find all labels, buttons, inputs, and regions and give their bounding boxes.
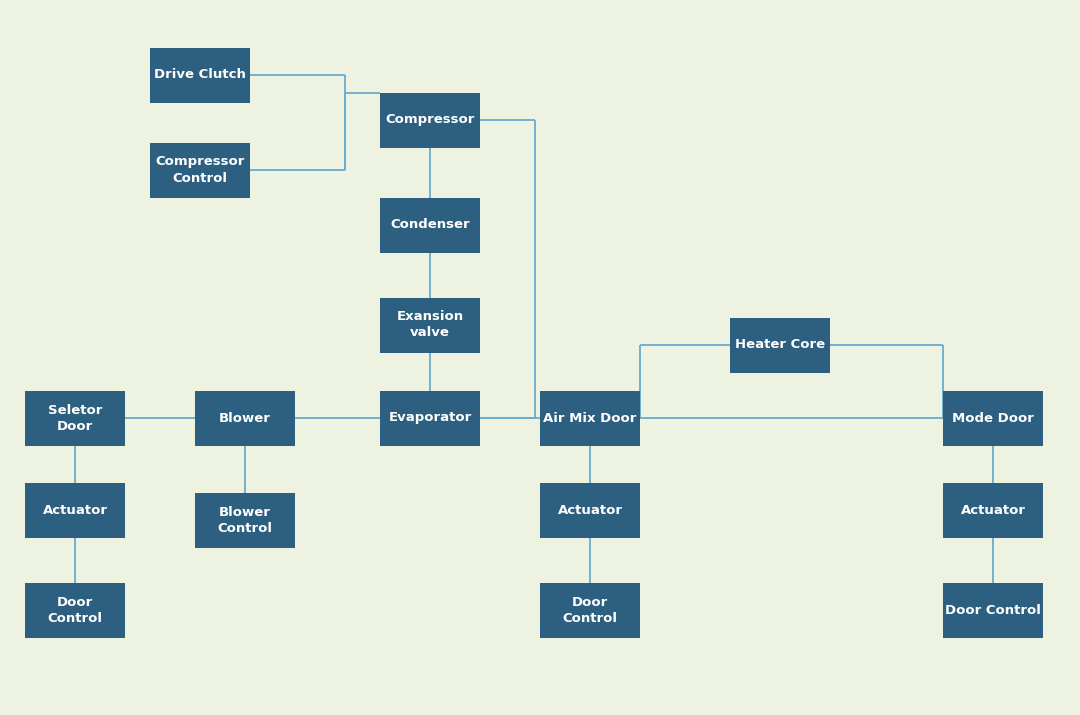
FancyBboxPatch shape xyxy=(25,483,125,538)
Text: Actuator: Actuator xyxy=(960,503,1026,516)
FancyBboxPatch shape xyxy=(380,92,480,147)
FancyBboxPatch shape xyxy=(540,390,640,445)
FancyBboxPatch shape xyxy=(943,483,1043,538)
FancyBboxPatch shape xyxy=(730,317,831,373)
Text: Actuator: Actuator xyxy=(557,503,622,516)
Text: Door
Control: Door Control xyxy=(563,596,618,624)
FancyBboxPatch shape xyxy=(25,390,125,445)
Text: Door
Control: Door Control xyxy=(48,596,103,624)
FancyBboxPatch shape xyxy=(150,47,249,102)
Text: Compressor
Control: Compressor Control xyxy=(156,155,245,184)
Text: Compressor: Compressor xyxy=(386,114,475,127)
Text: Heater Core: Heater Core xyxy=(734,338,825,352)
Text: Air Mix Door: Air Mix Door xyxy=(543,412,637,425)
Text: Seletor
Door: Seletor Door xyxy=(48,403,103,433)
FancyBboxPatch shape xyxy=(943,390,1043,445)
FancyBboxPatch shape xyxy=(380,197,480,252)
Text: Blower: Blower xyxy=(219,412,271,425)
Text: Evaporator: Evaporator xyxy=(389,412,472,425)
FancyBboxPatch shape xyxy=(540,583,640,638)
FancyBboxPatch shape xyxy=(195,493,295,548)
FancyBboxPatch shape xyxy=(195,390,295,445)
Text: Condenser: Condenser xyxy=(390,219,470,232)
FancyBboxPatch shape xyxy=(943,583,1043,638)
FancyBboxPatch shape xyxy=(540,483,640,538)
Text: Exansion
valve: Exansion valve xyxy=(396,310,463,340)
FancyBboxPatch shape xyxy=(380,390,480,445)
FancyBboxPatch shape xyxy=(380,297,480,352)
Text: Drive Clutch: Drive Clutch xyxy=(154,69,246,82)
Text: Blower
Control: Blower Control xyxy=(217,506,272,535)
Text: Actuator: Actuator xyxy=(42,503,108,516)
Text: Mode Door: Mode Door xyxy=(953,412,1034,425)
FancyBboxPatch shape xyxy=(150,142,249,197)
Text: Door Control: Door Control xyxy=(945,603,1041,616)
FancyBboxPatch shape xyxy=(25,583,125,638)
